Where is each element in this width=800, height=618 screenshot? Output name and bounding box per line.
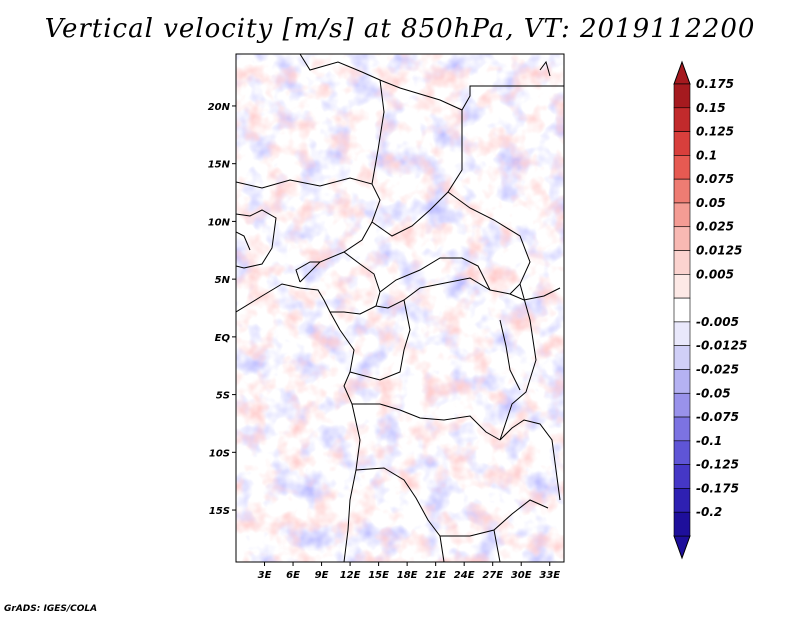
colorbar-bin — [673, 392, 691, 418]
map-title: Vertical velocity [m/s] at 850hPa, VT: 2… — [44, 14, 756, 44]
colorbar-bin — [673, 297, 691, 323]
colorbar-bin — [673, 488, 691, 513]
country-borders — [236, 54, 564, 562]
colorbar-label: 0.05 — [696, 196, 726, 210]
lon-tick-label: 6E — [286, 570, 300, 581]
lat-tick-label: 10S — [209, 448, 230, 459]
lon-tick-label: 18E — [397, 570, 418, 581]
lat-tick-label: 15S — [209, 506, 230, 517]
colorbar-label: -0.005 — [696, 315, 739, 329]
lon-tick-label: 27E — [482, 570, 503, 581]
colorbar-label: 0.0125 — [696, 244, 742, 258]
lat-tick-label: 20N — [208, 102, 231, 113]
colorbar-bin — [673, 345, 691, 370]
map-frame — [235, 53, 565, 563]
colorbar-bin — [673, 178, 691, 204]
latitude-ticks: 20N 15N 10N 5N EQ 5S 10S 15S — [208, 102, 236, 517]
lon-tick-label: 9E — [315, 570, 329, 581]
colorbar-label: 0.175 — [696, 77, 734, 91]
colorbar-bin — [673, 155, 691, 180]
colorbar-bin — [673, 440, 691, 465]
colorbar-bin — [673, 107, 691, 132]
colorbar-label: 0.1 — [696, 148, 717, 162]
colorbar-bin — [673, 226, 691, 251]
colorbar-label: 0.15 — [696, 101, 726, 115]
lat-tick-label: 5S — [216, 391, 230, 402]
velocity-field — [236, 54, 564, 562]
lon-tick-label: 30E — [511, 570, 532, 581]
colorbar-bin — [673, 464, 691, 489]
colorbar-label: -0.025 — [696, 362, 739, 376]
colorbar-top-arrow — [673, 60, 691, 85]
colorbar-label: -0.0125 — [696, 339, 747, 353]
colorbar-bin — [673, 321, 691, 346]
colorbar-bin — [673, 83, 691, 109]
lon-tick-label: 15E — [368, 570, 389, 581]
colorbar-label: 0.075 — [696, 172, 734, 186]
colorbar-label: -0.05 — [696, 386, 731, 400]
lon-tick-label: 21E — [425, 570, 446, 581]
lon-tick-label: 3E — [258, 570, 272, 581]
credit-label: GrADS: IGES/COLA — [4, 604, 98, 614]
colorbar: 0.175 0.15 0.125 0.1 0.075 0.05 0.025 0.0125 0.0… — [673, 60, 747, 560]
colorbar-bin — [673, 369, 691, 394]
colorbar-label: -0.125 — [696, 458, 739, 472]
colorbar-label: -0.1 — [696, 434, 722, 448]
colorbar-label: 0.025 — [696, 220, 734, 234]
lat-tick-label: 5N — [215, 275, 231, 286]
colorbar-bottom-arrow — [673, 535, 691, 560]
colorbar-bin — [673, 511, 691, 537]
lon-tick-label: 33E — [539, 570, 560, 581]
lon-tick-label: 12E — [340, 570, 361, 581]
colorbar-bin — [673, 131, 691, 156]
lon-tick-label: 24E — [454, 570, 475, 581]
colorbar-label: -0.2 — [696, 505, 722, 519]
colorbar-bin — [673, 250, 691, 275]
lat-tick-label: 10N — [208, 217, 231, 228]
lat-tick-label: EQ — [215, 333, 231, 344]
colorbar-label: 0.125 — [696, 125, 734, 139]
colorbar-bin — [673, 274, 691, 299]
colorbar-label: -0.175 — [696, 481, 739, 495]
colorbar-bin — [673, 202, 691, 228]
colorbar-label: -0.075 — [696, 410, 739, 424]
colorbar-bin — [673, 416, 691, 442]
colorbar-label: 0.005 — [696, 267, 734, 281]
lat-tick-label: 15N — [208, 160, 231, 171]
longitude-ticks: 3E 6E 9E 12E 15E 18E 21E 24E 27E 30E 33E — [258, 562, 560, 581]
